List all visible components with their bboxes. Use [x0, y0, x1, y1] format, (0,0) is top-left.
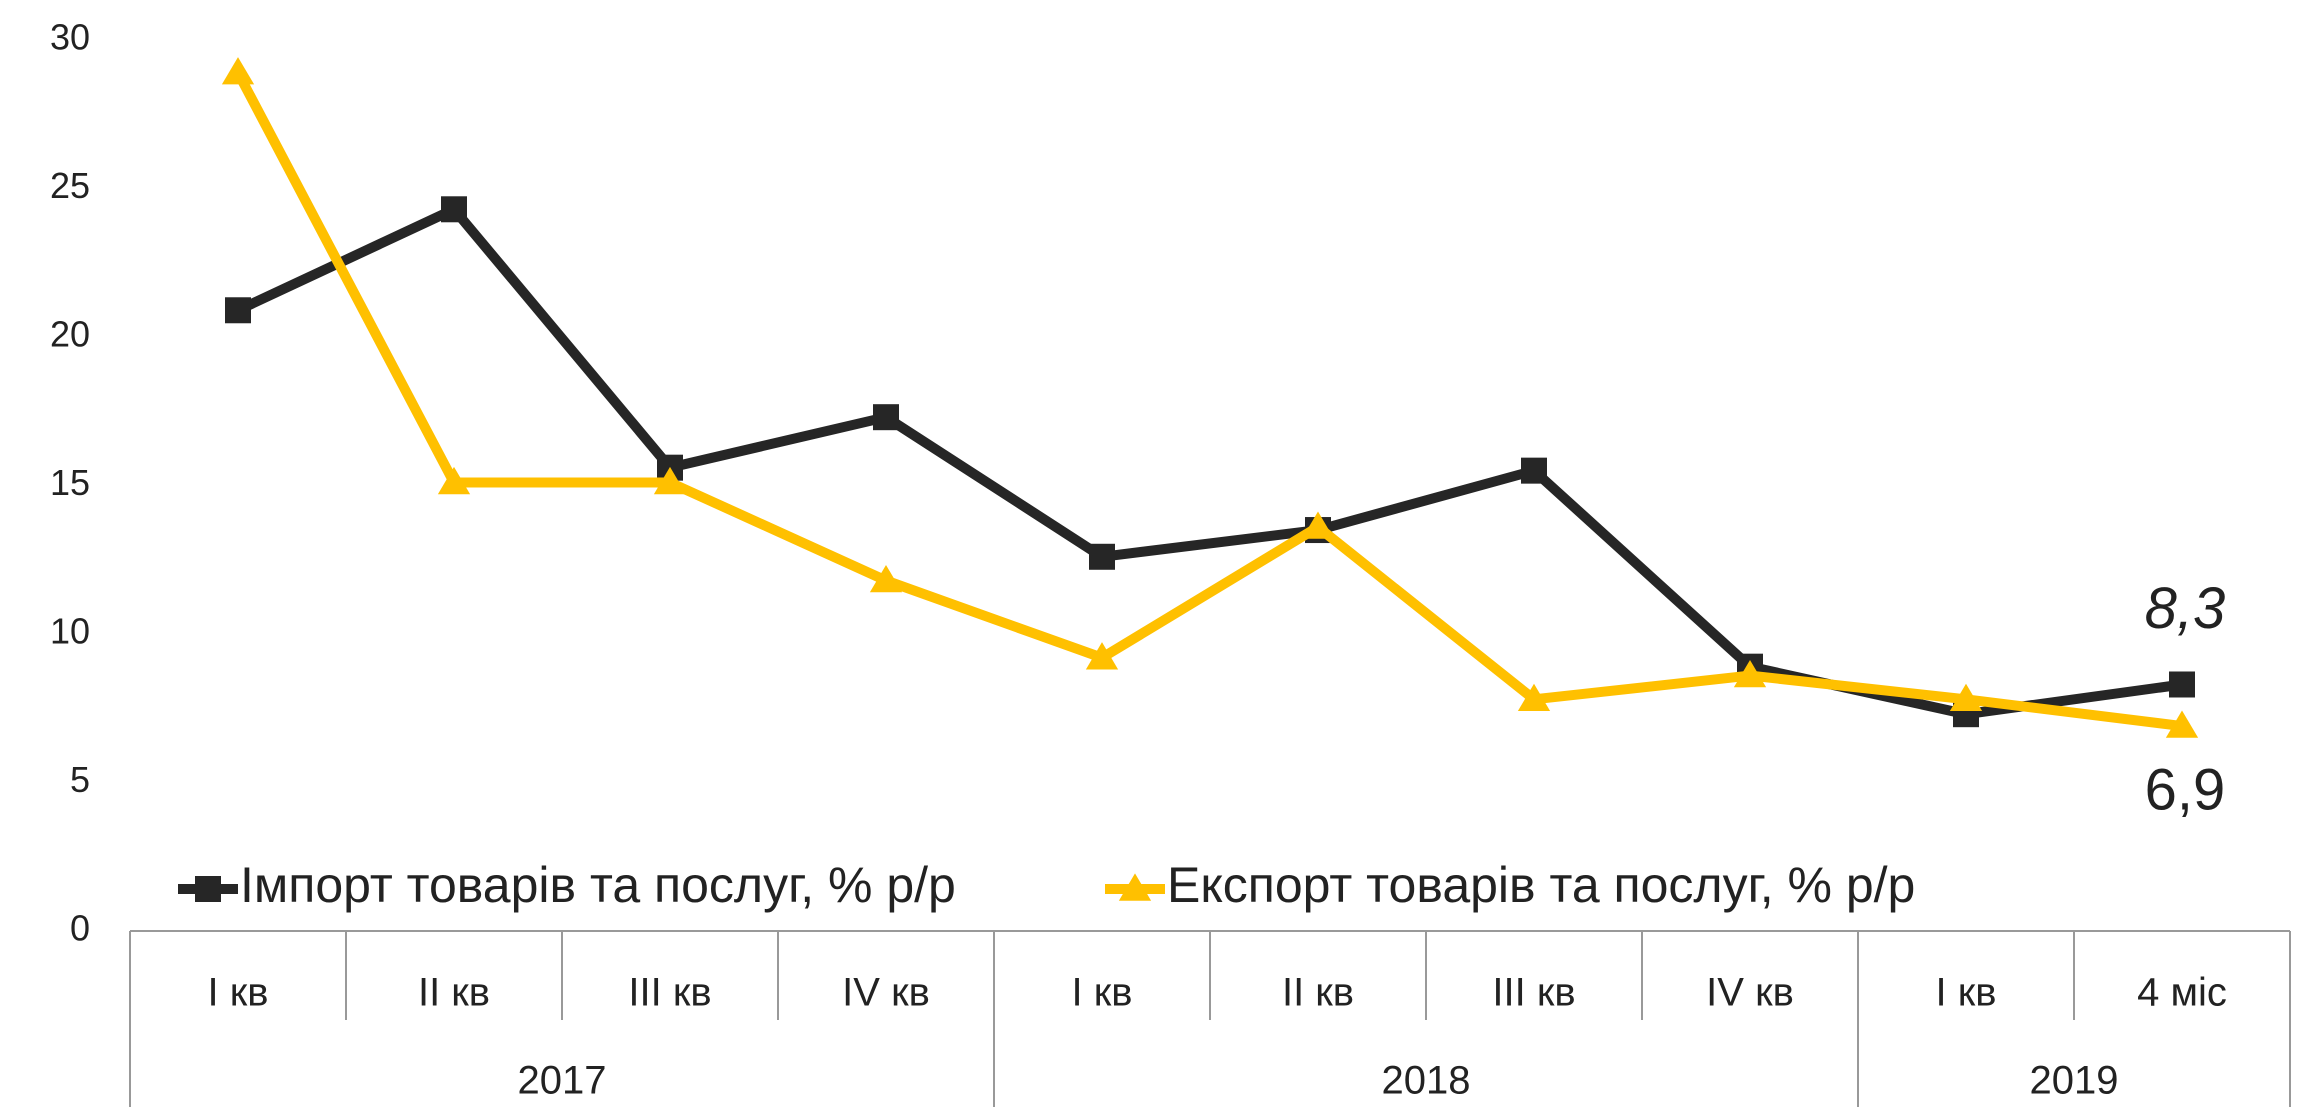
data-point: [1733, 659, 1767, 688]
legend-marker: [1118, 873, 1152, 901]
x-tick-label: I кв: [1936, 971, 1997, 1015]
y-tick-label: 30: [50, 17, 90, 58]
series-line: [233, 70, 2183, 732]
data-point: [2165, 710, 2199, 738]
data-point: [221, 57, 255, 85]
x-tick-label: II кв: [418, 971, 490, 1015]
data-label: 8,3: [2145, 576, 2226, 641]
group-label: 2017: [518, 1059, 607, 1103]
data-point: [225, 297, 251, 324]
y-tick-label: 5: [70, 759, 90, 800]
y-tick-label: 0: [70, 908, 90, 949]
x-tick-label: 4 міс: [2137, 971, 2227, 1015]
y-tick-label: 10: [50, 611, 90, 652]
group-label: 2018: [1382, 1059, 1471, 1103]
data-point: [1521, 457, 1547, 484]
x-tick-label: II кв: [1282, 971, 1354, 1015]
y-tick-label: 15: [50, 462, 90, 503]
x-tick-label: IV кв: [842, 971, 930, 1015]
x-tick-label: III кв: [628, 971, 711, 1015]
data-point: [441, 196, 467, 223]
data-point: [1089, 543, 1115, 570]
x-tick-label: I кв: [208, 971, 269, 1015]
legend-marker: [195, 876, 221, 902]
data-point: [2169, 671, 2195, 698]
data-point: [437, 466, 471, 495]
legend-label: Експорт товарів та послуг, % р/р: [1167, 857, 1915, 913]
data-point: [653, 466, 687, 495]
series-line: [235, 204, 2183, 720]
y-tick-label: 20: [50, 314, 90, 355]
y-tick-label: 25: [50, 165, 90, 206]
x-tick-label: IV кв: [1706, 971, 1794, 1015]
data-point: [1085, 642, 1119, 670]
data-point: [1301, 511, 1335, 539]
data-point: [869, 564, 903, 593]
data-point: [1517, 683, 1551, 712]
data-label: 6,9: [2145, 757, 2226, 822]
group-label: 2019: [2030, 1059, 2119, 1103]
x-tick-label: I кв: [1072, 971, 1133, 1015]
data-point: [873, 404, 899, 431]
x-tick-label: III кв: [1492, 971, 1575, 1015]
data-point: [1949, 683, 1983, 712]
legend-label: Імпорт товарів та послуг, % р/р: [240, 857, 956, 913]
